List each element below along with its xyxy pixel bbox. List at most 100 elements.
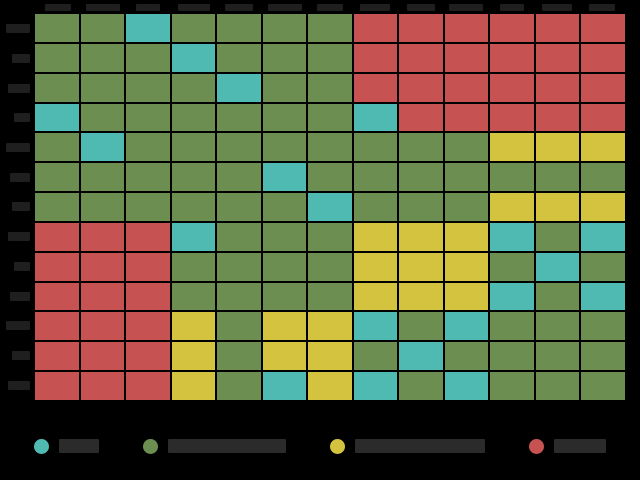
legend-item-green[interactable] <box>143 438 286 454</box>
heatmap-cell-yellow[interactable] <box>353 252 398 281</box>
heatmap-cell-yellow[interactable] <box>399 282 443 311</box>
heatmap-cell-teal[interactable] <box>217 73 261 102</box>
heatmap-cell-red[interactable] <box>80 282 125 311</box>
heatmap-cell-green[interactable] <box>217 163 261 192</box>
heatmap-cell-teal[interactable] <box>399 342 443 371</box>
heatmap-cell-green[interactable] <box>262 252 307 281</box>
heatmap-cell-green[interactable] <box>35 163 79 192</box>
heatmap-cell-green[interactable] <box>171 163 216 192</box>
legend-item-red[interactable] <box>529 438 606 454</box>
heatmap-cell-green[interactable] <box>35 133 79 162</box>
heatmap-cell-green[interactable] <box>217 342 261 371</box>
heatmap-cell-green[interactable] <box>262 133 307 162</box>
legend-item-yellow[interactable] <box>330 438 485 454</box>
heatmap-cell-teal[interactable] <box>444 372 489 400</box>
heatmap-cell-red[interactable] <box>490 103 534 132</box>
heatmap-cell-green[interactable] <box>80 73 125 102</box>
heatmap-cell-green[interactable] <box>353 342 398 371</box>
heatmap-cell-red[interactable] <box>35 252 79 281</box>
heatmap-cell-green[interactable] <box>581 163 625 192</box>
heatmap-cell-green[interactable] <box>171 193 216 221</box>
heatmap-cell-green[interactable] <box>171 252 216 281</box>
heatmap-cell-green[interactable] <box>171 73 216 102</box>
heatmap-cell-red[interactable] <box>535 73 580 102</box>
heatmap-cell-teal[interactable] <box>126 14 170 42</box>
heatmap-cell-yellow[interactable] <box>581 193 625 221</box>
heatmap-cell-green[interactable] <box>581 312 625 341</box>
heatmap-cell-teal[interactable] <box>171 222 216 251</box>
heatmap-cell-red[interactable] <box>35 222 79 251</box>
heatmap-cell-red[interactable] <box>80 372 125 400</box>
heatmap-cell-red[interactable] <box>126 252 170 281</box>
heatmap-cell-teal[interactable] <box>262 163 307 192</box>
heatmap-cell-red[interactable] <box>490 14 534 42</box>
heatmap-cell-yellow[interactable] <box>399 222 443 251</box>
heatmap-cell-green[interactable] <box>262 193 307 221</box>
heatmap-cell-red[interactable] <box>581 73 625 102</box>
heatmap-cell-green[interactable] <box>126 133 170 162</box>
heatmap-cell-green[interactable] <box>80 14 125 42</box>
heatmap-cell-yellow[interactable] <box>308 342 352 371</box>
heatmap-cell-green[interactable] <box>262 222 307 251</box>
heatmap-cell-yellow[interactable] <box>353 282 398 311</box>
heatmap-cell-green[interactable] <box>399 133 443 162</box>
heatmap-cell-red[interactable] <box>535 103 580 132</box>
heatmap-cell-yellow[interactable] <box>308 372 352 400</box>
heatmap-cell-green[interactable] <box>308 163 352 192</box>
heatmap-cell-yellow[interactable] <box>581 133 625 162</box>
heatmap-cell-green[interactable] <box>535 342 580 371</box>
heatmap-cell-green[interactable] <box>217 252 261 281</box>
heatmap-cell-green[interactable] <box>171 103 216 132</box>
heatmap-cell-green[interactable] <box>217 222 261 251</box>
heatmap-cell-green[interactable] <box>262 43 307 72</box>
heatmap-cell-red[interactable] <box>444 73 489 102</box>
heatmap-cell-green[interactable] <box>80 43 125 72</box>
heatmap-cell-green[interactable] <box>80 193 125 221</box>
heatmap-cell-green[interactable] <box>490 342 534 371</box>
heatmap-cell-yellow[interactable] <box>171 372 216 400</box>
heatmap-cell-green[interactable] <box>308 43 352 72</box>
heatmap-cell-teal[interactable] <box>35 103 79 132</box>
heatmap-cell-red[interactable] <box>126 282 170 311</box>
heatmap-cell-green[interactable] <box>80 103 125 132</box>
heatmap-cell-green[interactable] <box>217 14 261 42</box>
heatmap-cell-green[interactable] <box>126 73 170 102</box>
heatmap-cell-red[interactable] <box>535 43 580 72</box>
heatmap-cell-red[interactable] <box>581 43 625 72</box>
heatmap-cell-teal[interactable] <box>353 103 398 132</box>
heatmap-cell-green[interactable] <box>490 252 534 281</box>
heatmap-cell-green[interactable] <box>35 193 79 221</box>
heatmap-cell-green[interactable] <box>353 193 398 221</box>
heatmap-cell-green[interactable] <box>217 103 261 132</box>
heatmap-cell-yellow[interactable] <box>490 193 534 221</box>
heatmap-cell-red[interactable] <box>80 342 125 371</box>
heatmap-cell-green[interactable] <box>581 342 625 371</box>
heatmap-cell-red[interactable] <box>126 342 170 371</box>
heatmap-cell-teal[interactable] <box>353 312 398 341</box>
heatmap-cell-yellow[interactable] <box>490 133 534 162</box>
heatmap-cell-green[interactable] <box>535 372 580 400</box>
heatmap-cell-green[interactable] <box>308 103 352 132</box>
heatmap-cell-green[interactable] <box>535 282 580 311</box>
heatmap-cell-green[interactable] <box>399 372 443 400</box>
heatmap-cell-yellow[interactable] <box>262 342 307 371</box>
heatmap-cell-red[interactable] <box>35 372 79 400</box>
heatmap-cell-red[interactable] <box>399 14 443 42</box>
heatmap-cell-green[interactable] <box>581 372 625 400</box>
heatmap-cell-red[interactable] <box>126 312 170 341</box>
heatmap-cell-green[interactable] <box>35 73 79 102</box>
heatmap-cell-green[interactable] <box>444 133 489 162</box>
heatmap-cell-yellow[interactable] <box>535 193 580 221</box>
heatmap-cell-red[interactable] <box>80 222 125 251</box>
heatmap-cell-teal[interactable] <box>353 372 398 400</box>
heatmap-cell-green[interactable] <box>126 43 170 72</box>
heatmap-cell-yellow[interactable] <box>171 312 216 341</box>
heatmap-cell-yellow[interactable] <box>444 222 489 251</box>
heatmap-cell-green[interactable] <box>217 133 261 162</box>
heatmap-cell-red[interactable] <box>353 14 398 42</box>
heatmap-cell-green[interactable] <box>262 103 307 132</box>
heatmap-cell-red[interactable] <box>126 372 170 400</box>
heatmap-cell-red[interactable] <box>399 103 443 132</box>
heatmap-cell-green[interactable] <box>535 222 580 251</box>
heatmap-cell-red[interactable] <box>444 103 489 132</box>
